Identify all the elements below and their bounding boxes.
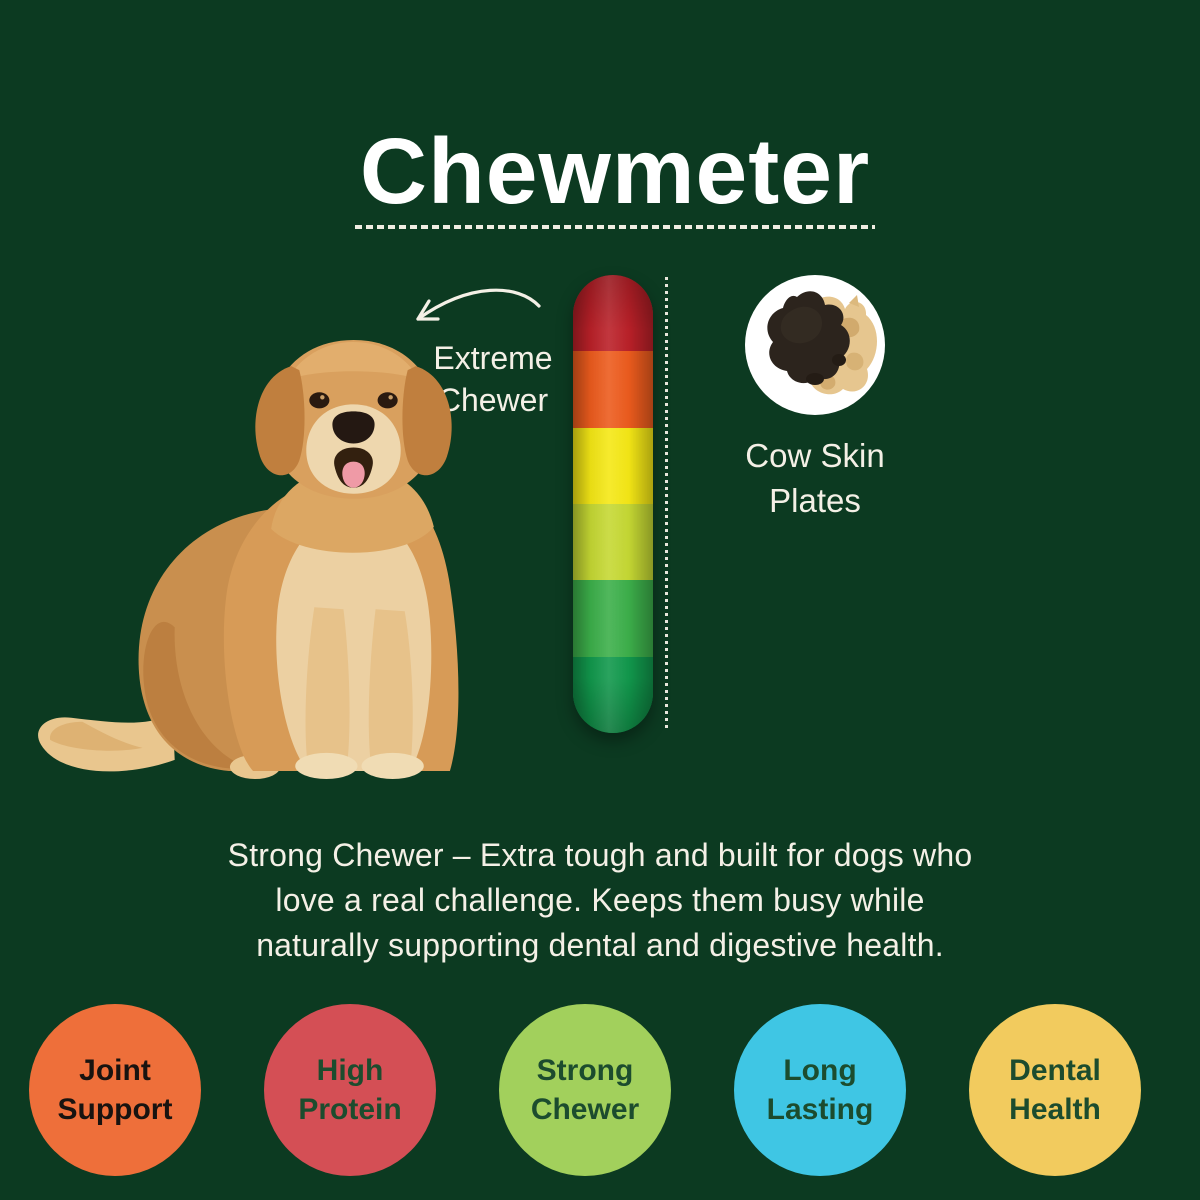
chew-level-label-line2: Chewer [437,382,549,418]
gauge-band-strong [573,351,653,428]
badge-joint-support: Joint Support [29,1004,201,1176]
gauge-band-gentle [573,656,653,733]
cow-skin-plates-image [767,291,877,395]
badge-label-line: Dental [1009,1054,1101,1087]
badge-label-line: Strong [536,1054,634,1087]
title-dashed-underline [355,225,875,229]
badge-label-line: Joint [79,1054,151,1087]
product-name-line1: Cow Skin [745,437,885,474]
page-title: Chewmeter [359,119,871,223]
badge-label-line: Long [783,1054,857,1087]
gauge-band-high [573,427,653,504]
badge-label-line: Chewer [530,1093,640,1126]
badge-label-line: Support [57,1093,173,1126]
product-name-line2: Plates [769,482,861,519]
badge-label-line: Lasting [766,1093,874,1126]
chewmeter-gauge [573,275,653,733]
description-line1: Strong Chewer – Extra tough and built fo… [227,837,973,873]
gauge-band-light [573,580,653,657]
dotted-divider [665,277,668,729]
benefit-badges-row: Joint Support High Protein Strong Chewer… [29,1004,1141,1176]
gauge-band-medium [573,503,653,581]
gauge-band-extreme [573,275,653,352]
chew-level-label: Extreme Chewer [412,337,574,421]
curved-arrow-icon [416,288,541,321]
description-text: Strong Chewer – Extra tough and built fo… [0,833,1200,968]
badge-high-protein: High Protein [264,1004,436,1176]
badge-strong-chewer: Strong Chewer [499,1004,671,1176]
product-photo-circle [745,275,885,415]
badge-label-line: Health [1009,1093,1101,1126]
badge-long-lasting: Long Lasting [734,1004,906,1176]
description-line2: love a real challenge. Keeps them busy w… [275,882,925,918]
badge-dental-health: Dental Health [969,1004,1141,1176]
product-name-label: Cow Skin Plates [730,433,900,523]
chew-level-label-line1: Extreme [433,340,553,376]
badge-label-line: Protein [298,1093,402,1126]
dog-image [38,340,459,779]
badge-label-line: High [316,1054,384,1087]
description-line3: naturally supporting dental and digestiv… [256,927,944,963]
